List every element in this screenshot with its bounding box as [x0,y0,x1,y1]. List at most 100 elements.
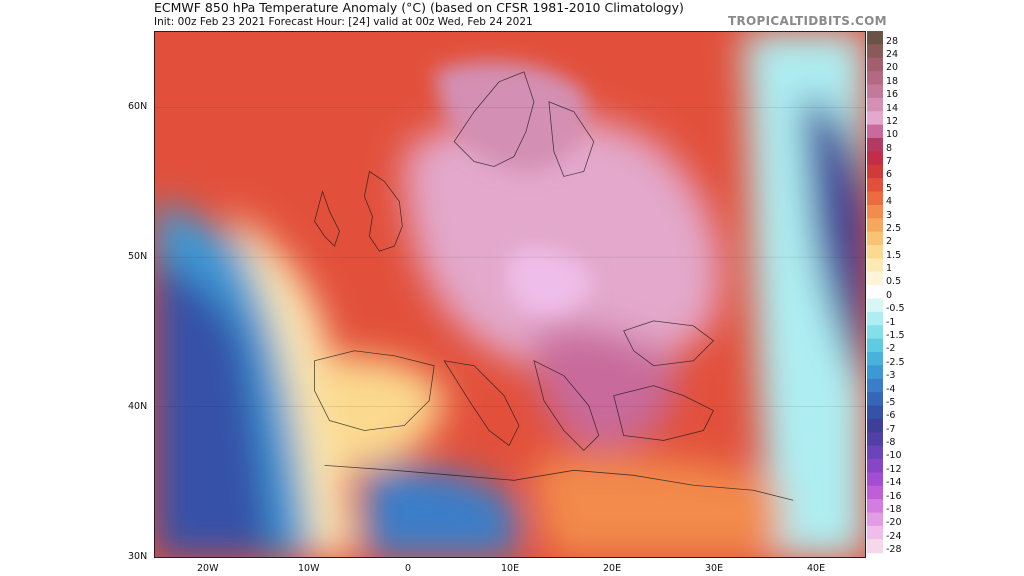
colorbar [867,31,883,554]
colorbar-swatch [867,218,883,233]
colorbar-tick-label: 0.5 [886,276,902,288]
colorbar-tick-label: 16 [886,89,899,101]
colorbar-tick-label: 20 [886,62,899,74]
colorbar-tick-label: -28 [886,544,902,555]
russia-deep-cold [803,91,865,391]
colorbar-tick-label: 12 [886,115,899,127]
colorbar-swatch [867,271,883,286]
map-subtitle: Init: 00z Feb 23 2021 Forecast Hour: [24… [154,16,533,28]
atlantic-light-band [224,211,355,557]
colorbar-swatch [867,352,883,366]
colorbar-swatch [867,338,883,353]
colorbar-swatch [867,245,883,259]
colorbar-tick-label: -10 [886,450,902,462]
colorbar-swatch [867,138,883,152]
colorbar-swatch [867,325,883,340]
central-europe-warm-core [404,112,721,375]
colorbar-swatch [867,311,883,326]
colorbar-swatch [867,525,883,540]
colorbar-tick-label: -18 [886,503,902,515]
lon-label-20e: 20E [603,563,622,574]
colorbar-swatch [867,124,883,139]
colorbar-tick-label: 24 [886,49,899,61]
colorbar-swatch [867,485,883,500]
colorbar-tick-label: 2 [886,236,893,248]
colorbar-swatch [867,164,883,179]
colorbar-swatch [867,97,883,112]
lat-label-60n: 60N [128,101,148,112]
colorbar-tick-label: 3 [886,209,893,221]
colorbar-swatch [867,111,883,126]
colorbar-tick-label: 6 [886,169,893,181]
colorbar-tick-label: -12 [886,463,902,475]
colorbar-tick-label: -1.5 [886,330,905,341]
colorbar-tick-label: -4 [886,383,896,395]
lat-label-30n: 30N [128,551,148,562]
colorbar-swatch [867,285,883,300]
colorbar-swatch [867,178,883,193]
balkan-warm [533,327,676,451]
colorbar-swatch [867,57,883,72]
colorbar-tick-label: -1 [886,316,896,328]
colorbar-swatch [867,445,883,460]
coastlines [314,71,794,501]
colorbar-tick-label: -2 [886,343,896,355]
north-africa-warm [533,456,783,557]
colorbar-swatch [867,84,883,99]
colorbar-tick-label: -20 [886,517,902,529]
atlantic-deep-cold [155,261,275,557]
colorbar-swatch [867,31,883,45]
colorbar-swatch [867,191,883,206]
lon-label-40e: 40E [807,563,826,574]
colorbar-swatch [867,204,883,219]
colorbar-tick-label: 7 [886,156,893,168]
colorbar-swatch [867,231,883,246]
colorbar-tick-label: -3 [886,370,896,382]
brand-watermark: TROPICALTIDBITS.COM [728,14,887,28]
colorbar-tick-label: -8 [886,437,896,448]
colorbar-swatch [867,432,883,447]
colorbar-swatch [867,459,883,473]
colorbar-tick-label: 8 [886,142,893,154]
colorbar-tick-label: 28 [886,35,899,47]
colorbar-tick-label: 18 [886,75,899,87]
sahara-cold-pool [364,466,519,557]
colorbar-tick-label: -5 [886,396,896,408]
colorbar-tick-label: -2.5 [886,356,905,368]
colorbar-tick-label: 14 [886,102,899,114]
lat-label-50n: 50N [128,251,148,262]
graticule [155,107,865,407]
lon-label-30e: 30E [705,563,724,574]
colorbar-swatch [867,71,883,86]
colorbar-swatch [867,499,883,514]
colorbar-tick-label: 5 [886,182,893,194]
colorbar-swatch [867,298,883,313]
colorbar-tick-label: -0.5 [886,303,905,315]
alps-warm-max [507,248,594,315]
colorbar-swatch [867,44,883,59]
scandinavia-warm [434,61,587,172]
colorbar-tick-label: -7 [886,423,896,435]
colorbar-tick-label: -6 [886,410,896,422]
colorbar-tick-label: 0 [886,289,893,301]
colorbar-tick-label: -14 [886,477,902,489]
colorbar-tick-label: -16 [886,490,902,502]
colorbar-swatch [867,472,883,487]
colorbar-tick-label: 10 [886,129,899,141]
colorbar-swatch [867,418,883,433]
anomaly-map [154,31,866,558]
colorbar-swatch [867,512,883,527]
map-title: ECMWF 850 hPa Temperature Anomaly (°C) (… [154,0,684,15]
colorbar-swatch [867,258,883,273]
colorbar-tick-label: 1 [886,263,893,275]
lon-label-0: 0 [405,563,412,574]
colorbar-swatch [867,151,883,166]
lon-label-10w: 10W [298,563,320,574]
lon-label-10e: 10E [501,563,520,574]
colorbar-swatch [867,539,883,554]
lat-label-40n: 40N [128,401,148,412]
colorbar-tick-label: 1.5 [886,249,902,261]
iberia-cool-patch [314,357,445,471]
colorbar-swatch [867,392,883,407]
